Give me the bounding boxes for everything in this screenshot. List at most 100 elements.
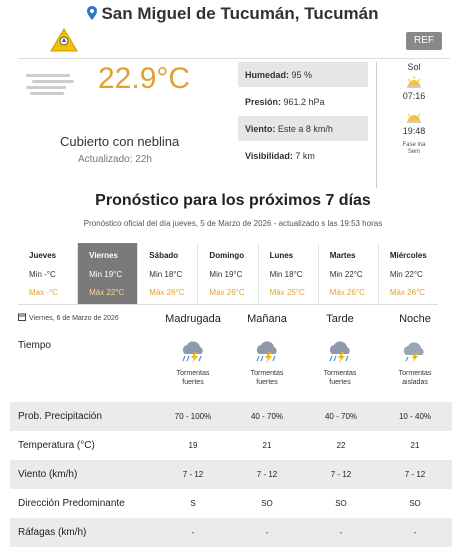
table-row: Ráfagas (km/h) - - - -	[10, 518, 452, 547]
stat-value: 7 km	[292, 151, 315, 161]
row-label: Prob. Precipitación	[18, 411, 102, 422]
weather-desc-line1: Tormentas	[176, 370, 210, 377]
day-max: Máx 26°C	[329, 288, 365, 297]
table-cell: SO	[261, 499, 273, 508]
table-cell: 7 - 12	[404, 470, 426, 479]
day-tab-jueves[interactable]: Jueves Min -°C Max -°C	[18, 243, 79, 304]
day-max: Máx 26°C	[389, 288, 426, 297]
day-tab-miercoles[interactable]: Miércoles Min 22°C Máx 26°C	[379, 243, 438, 304]
pressure-stat: Presión: 961.2 hPa	[238, 89, 368, 114]
current-temperature: 22.9°C	[98, 62, 191, 95]
table-cell: -	[413, 528, 417, 537]
day-min: Min 19°C	[209, 270, 243, 279]
row-label: Dirección Predominante	[18, 498, 125, 509]
day-name: Jueves	[29, 251, 57, 260]
selected-date-text: Viernes, 6 de Marzo de 2026	[29, 315, 119, 322]
table-cell: 7 - 12	[256, 470, 278, 479]
weather-desc-line1: Tormentas	[250, 370, 284, 377]
table-row: Dirección Predominante S SO SO SO	[10, 489, 452, 518]
weather-madrugada: Tormentas fuertes	[156, 340, 230, 387]
row-label: Temperatura (°C)	[18, 440, 95, 451]
table-cell: 7 - 12	[182, 470, 204, 479]
weather-desc-line1: Tormentas	[398, 370, 432, 377]
wind-stat: Viento: Este a 8 km/h	[238, 116, 368, 141]
table-cell: -	[339, 528, 343, 537]
location-title: San Miguel de Tucumán, Tucumán	[0, 4, 466, 24]
location-name: San Miguel de Tucumán, Tucumán	[101, 4, 379, 23]
table-cell: 10 - 40%	[398, 412, 432, 421]
table-cell: 19	[188, 441, 198, 450]
stat-value: Este a 8 km/h	[275, 124, 333, 134]
day-max: Máx 26°C	[209, 288, 245, 297]
stat-value: 95 %	[289, 70, 313, 80]
table-row: Viento (km/h) 7 - 12 7 - 12 7 - 12 7 - 1…	[10, 460, 452, 489]
location-pin-icon	[87, 6, 98, 20]
weather-desc-line2: fuertes	[256, 379, 278, 386]
moon-phase-line2: Sem	[407, 149, 421, 155]
day-tab-domingo[interactable]: Domingo Min 19°C Máx 26°C	[198, 243, 259, 304]
selected-date: Viernes, 6 de Marzo de 2026	[18, 313, 119, 322]
table-cell: 40 - 70%	[324, 412, 358, 421]
sunset-icon	[407, 113, 421, 123]
sun-title: Sol	[407, 62, 421, 72]
calendar-icon	[18, 313, 26, 321]
period-header-manana: Mañana	[247, 313, 287, 325]
ref-button[interactable]: REF	[406, 32, 442, 50]
day-min: Min -°C	[29, 270, 56, 279]
stat-label: Humedad:	[245, 70, 290, 80]
humidity-stat: Humedad: 95 %	[238, 62, 368, 87]
table-row: Temperatura (°C) 19 21 22 21	[10, 431, 452, 460]
storm-cloud-icon	[182, 341, 203, 363]
day-min: Min 22°C	[329, 270, 363, 279]
sun-info: Sol 07:16 19:48 Fase lna Sem	[396, 62, 432, 156]
sunrise-icon	[407, 76, 421, 88]
period-header-madrugada: Madrugada	[165, 313, 221, 325]
storm-cloud-icon	[256, 341, 277, 363]
day-name: Lunes	[269, 251, 294, 260]
day-name: Domingo	[209, 251, 245, 260]
current-stats: Humedad: 95 % Presión: 961.2 hPa Viento:…	[238, 62, 368, 170]
weather-manana: Tormentas fuertes	[230, 340, 304, 387]
table-cell: S	[190, 499, 196, 508]
table-cell: 21	[410, 441, 420, 450]
sunset-time: 19:48	[402, 126, 426, 136]
weather-alert-icon[interactable]	[50, 28, 78, 52]
stat-label: Viento:	[245, 124, 276, 134]
vertical-divider	[376, 62, 377, 188]
day-tab-viernes[interactable]: Viernes Min 19°C Máx 22°C	[78, 243, 139, 304]
table-cell: SO	[335, 499, 347, 508]
stat-label: Presión:	[245, 97, 282, 107]
day-tab-sabado[interactable]: Sábado Min 18°C Máx 26°C	[138, 243, 199, 304]
table-cell: 22	[336, 441, 346, 450]
fog-icon	[26, 74, 74, 95]
day-name: Martes	[329, 251, 356, 260]
day-tab-lunes[interactable]: Lunes Min 18°C Máx 25°C	[259, 243, 319, 304]
table-cell: SO	[409, 499, 421, 508]
day-tab-martes[interactable]: Martes Min 22°C Máx 26°C	[319, 243, 379, 304]
weather-desc-line2: fuertes	[329, 379, 351, 386]
day-min: Min 19°C	[89, 270, 123, 279]
forecast-title: Pronóstico para los próximos 7 días	[95, 192, 371, 209]
day-name: Viernes	[89, 251, 118, 260]
day-name: Sábado	[149, 251, 179, 260]
divider	[18, 58, 450, 59]
current-condition: Cubierto con neblina	[60, 134, 180, 149]
forecast-table: Prob. Precipitación 70 - 100% 40 - 70% 4…	[10, 402, 452, 547]
day-name: Miércoles	[389, 251, 427, 260]
day-max: Máx 22°C	[89, 288, 125, 297]
weather-desc-line1: Tormentas	[323, 370, 357, 377]
isolated-storm-icon	[403, 342, 424, 362]
table-cell: 21	[262, 441, 272, 450]
day-max: Máx 26°C	[149, 288, 185, 297]
tiempo-label: Tiempo	[18, 340, 51, 351]
weather-desc-line2: aisladas	[402, 379, 428, 386]
weather-desc-line2: fuertes	[182, 379, 204, 386]
visibility-stat: Visibilidad: 7 km	[238, 143, 368, 168]
table-cell: 7 - 12	[330, 470, 352, 479]
weather-noche: Tormentas aisladas	[378, 340, 452, 387]
storm-cloud-icon	[329, 341, 350, 363]
table-cell: 40 - 70%	[250, 412, 284, 421]
day-max: Máx 25°C	[269, 288, 305, 297]
period-header-tarde: Tarde	[326, 313, 354, 325]
updated-time: Actualizado: 22h	[78, 154, 152, 165]
